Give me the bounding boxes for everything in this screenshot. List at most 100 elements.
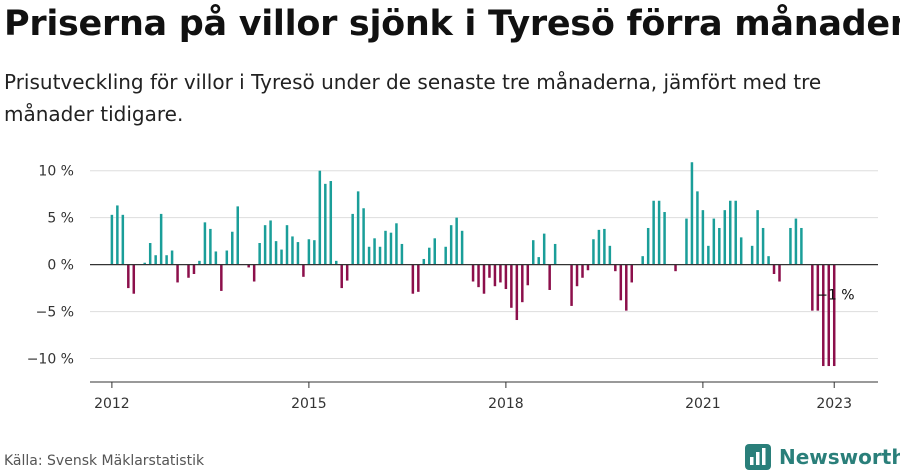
annotations: −1 %	[816, 288, 854, 304]
chart-title: Priserna på villor sjönk i Tyresö förra …	[4, 4, 900, 44]
bar-2019-07	[603, 228, 606, 265]
axes	[90, 264, 878, 383]
bar-2013-07	[209, 228, 212, 265]
bar-2015-08	[345, 264, 349, 281]
y-tick-label: −5 %	[36, 305, 74, 321]
bar-2020-02	[641, 256, 644, 265]
bar-2017-07	[471, 264, 475, 282]
source-note: Källa: Svensk Mäklarstatistik	[4, 453, 205, 469]
bar-2020-11	[690, 162, 694, 265]
bar-2021-06	[729, 200, 732, 265]
grid-lines	[90, 170, 878, 360]
bar-2015-04	[324, 183, 327, 265]
bar-2019-08	[608, 245, 612, 265]
bar-2016-03	[384, 230, 387, 265]
bar-2022-03	[778, 264, 781, 282]
bar-2016-05	[395, 223, 398, 265]
bar-2021-08	[739, 237, 743, 265]
x-tick-label: 2018	[488, 396, 524, 412]
bar-2018-05	[526, 264, 530, 286]
bar-2012-03	[121, 214, 125, 265]
bar-2015-07	[340, 264, 343, 289]
bar-2016-11	[428, 247, 431, 265]
bar-2018-06	[532, 240, 535, 265]
bar-2017-11	[493, 264, 497, 287]
bar-2014-02	[247, 264, 250, 268]
bar-chart: 10 % 5 % 0 % −5 % −10 % 2012 2015 2018 2021 2023…	[27, 162, 878, 412]
bar-2015-02	[313, 240, 316, 265]
bar-2023-01	[832, 264, 836, 367]
bar-2021-07	[734, 200, 737, 265]
x-tick-label: 2023	[816, 396, 852, 412]
bar-2022-06	[794, 218, 798, 265]
bar-2012-02	[116, 205, 119, 265]
brand-name: Newsworthy	[779, 445, 900, 469]
bar-2016-06	[400, 243, 404, 265]
bar-2020-05	[657, 200, 661, 265]
bar-2018-07	[537, 257, 540, 265]
bar-2021-10	[750, 245, 754, 265]
bar-2013-05	[198, 260, 201, 265]
bar-2019-06	[597, 229, 601, 265]
bar-2019-04	[586, 264, 590, 271]
chart-subtitle: Prisutveckling för villor i Tyresö under…	[4, 70, 822, 126]
y-tick-label: 10 %	[38, 164, 74, 180]
bar-2017-03	[449, 225, 453, 265]
bar-2015-06	[335, 260, 338, 265]
bar-2013-01	[176, 264, 179, 283]
bar-2013-12	[236, 206, 239, 265]
bar-2019-11	[625, 264, 628, 311]
x-tick-label: 2012	[94, 396, 130, 412]
bar-2014-07	[274, 241, 278, 265]
brand-logo[interactable]: Newsworthy	[745, 442, 900, 472]
bar-2018-08	[542, 233, 546, 265]
bar-2016-08	[411, 264, 415, 294]
bar-2020-04	[652, 200, 655, 265]
bar-2021-03	[712, 218, 716, 265]
bar-2019-01	[570, 264, 573, 306]
bar-2014-05	[263, 225, 267, 265]
x-axis-labels: 2012 2015 2018 2021 2023	[94, 382, 852, 412]
bar-2012-04	[127, 264, 130, 289]
bar-2017-02	[444, 246, 447, 265]
bar-2016-02	[378, 246, 382, 265]
bar-2016-04	[389, 232, 393, 265]
bar-2016-12	[433, 238, 436, 265]
bar-2018-01	[504, 264, 508, 290]
bar-2013-06	[203, 222, 207, 265]
x-tick-label: 2021	[685, 396, 721, 412]
bars	[110, 162, 836, 367]
bar-2017-09	[482, 264, 486, 294]
bar-2021-05	[723, 210, 727, 265]
bar-2015-01	[307, 239, 311, 265]
bar-2022-12	[827, 264, 830, 367]
bar-2016-09	[417, 264, 420, 292]
bar-2013-11	[231, 231, 234, 265]
bar-2022-11	[822, 264, 825, 367]
bar-2013-03	[187, 264, 190, 278]
bar-2017-08	[477, 264, 480, 288]
bar-2021-11	[756, 210, 759, 265]
bar-2012-08	[148, 243, 152, 265]
bar-2022-10	[816, 264, 820, 311]
bar-2019-09	[614, 264, 617, 272]
bar-2019-12	[630, 264, 633, 283]
bar-2019-03	[581, 264, 584, 278]
bar-2020-10	[685, 218, 688, 265]
bar-2018-02	[510, 264, 513, 308]
bar-2013-04	[192, 264, 196, 274]
bar-2018-09	[548, 264, 551, 290]
bar-2018-03	[515, 264, 519, 321]
bar-2014-06	[269, 220, 272, 265]
bar-2020-08	[674, 264, 677, 272]
bar-2014-04	[258, 243, 261, 265]
bar-2012-09	[154, 255, 157, 265]
bar-2012-11	[165, 255, 168, 265]
bar-2012-10	[159, 213, 163, 265]
bar-2014-09	[285, 225, 289, 265]
bar-2020-06	[663, 212, 666, 265]
bar-2021-04	[718, 227, 721, 265]
bar-2017-12	[499, 264, 502, 283]
y-tick-label: 0 %	[47, 258, 74, 274]
bar-2019-05	[592, 239, 595, 265]
